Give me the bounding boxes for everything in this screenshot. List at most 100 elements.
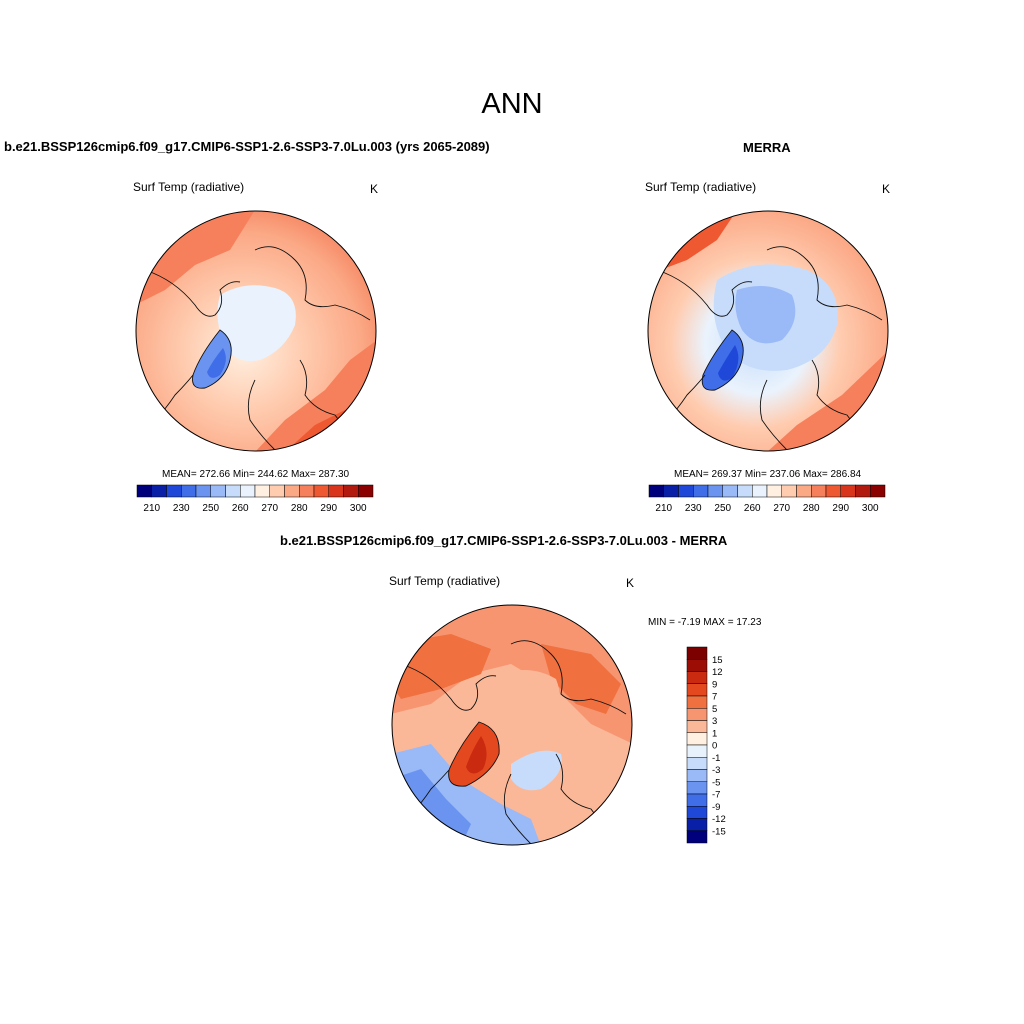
colorbar-swatch <box>737 484 753 498</box>
colorbar-swatch <box>686 720 708 733</box>
colorbar-swatch <box>870 484 886 498</box>
colorbar-swatch <box>722 484 738 498</box>
colorbar-tick-label: 5 <box>712 704 717 715</box>
colorbar-tick-label: 3 <box>712 716 717 727</box>
colorbar-swatch <box>358 484 374 498</box>
colorbar-tick-label: 270 <box>261 503 278 514</box>
colorbar-swatch <box>181 484 197 498</box>
colorbar-tick-label: 250 <box>202 503 219 514</box>
panel-diff-units: K <box>626 576 635 590</box>
colorbar-swatch <box>299 484 315 498</box>
colorbar-tick-label: 290 <box>320 503 337 514</box>
colorbar-swatch <box>240 484 256 498</box>
colorbar-swatch <box>663 484 679 498</box>
colorbar-tick-label: 290 <box>832 503 849 514</box>
panel-model-greenland-core <box>207 348 226 378</box>
colorbar-swatch <box>855 484 871 498</box>
colorbar-swatch <box>686 830 708 844</box>
colorbar-swatch <box>781 484 797 498</box>
colorbar-tick-label: 250 <box>714 503 731 514</box>
colorbar-tick-label: 15 <box>712 655 723 666</box>
colorbar-swatch <box>686 683 708 697</box>
panel-model-map-border <box>135 210 377 452</box>
colorbar-swatch <box>693 484 709 498</box>
colorbar-tick-label: 0 <box>712 741 717 752</box>
colorbar-swatch <box>686 671 708 684</box>
colorbar-swatch <box>686 769 708 782</box>
colorbar-swatch <box>648 484 664 498</box>
colorbar-tick-label: 280 <box>803 503 820 514</box>
panel-diff-arctic <box>493 670 560 737</box>
panel-diff-coastlines <box>400 640 627 845</box>
colorbar-tick-label: 300 <box>862 503 879 514</box>
colorbar-tick-label: -9 <box>712 802 720 813</box>
colorbar-swatch <box>686 659 708 672</box>
colorbar-tick-label: -7 <box>712 790 720 801</box>
colorbar-swatch <box>686 695 708 709</box>
colorbar-tick-label: -1 <box>712 753 720 764</box>
panel-obs-map-border <box>647 210 889 452</box>
colorbar-tick-label: -15 <box>712 826 726 837</box>
panel-model-greenland <box>192 330 232 389</box>
colorbar-tick-label: 260 <box>744 503 761 514</box>
panel-model-variable: Surf Temp (radiative) <box>133 180 245 194</box>
panel-obs-title: MERRA <box>743 140 791 155</box>
colorbar-tick-label: 280 <box>291 503 308 514</box>
panel-obs-colorbar: 210 230 250 260 270 280 290 300 <box>648 484 886 514</box>
colorbar-swatch <box>269 484 285 498</box>
panel-model-stats: MEAN= 272.66 Min= 244.62 Max= 287.30 <box>162 469 350 480</box>
colorbar-swatch <box>284 484 300 498</box>
colorbar-tick-label: 260 <box>232 503 249 514</box>
colorbar-swatch <box>796 484 812 498</box>
colorbar-tick-label: -12 <box>712 814 726 825</box>
panel-diff-greenland-core <box>466 736 487 774</box>
colorbar-swatch <box>151 484 167 498</box>
panel-model-map <box>135 210 377 452</box>
panel-diff-map <box>391 604 633 846</box>
panel-model-arctic-ice <box>217 285 296 361</box>
panel-obs-greenland-core <box>718 345 739 381</box>
colorbar-swatch <box>752 484 768 498</box>
colorbar-tick-label: -5 <box>712 777 720 788</box>
colorbar-swatch <box>136 484 152 498</box>
colorbar-swatch <box>686 708 708 721</box>
colorbar-swatch <box>707 484 723 498</box>
colorbar-swatch <box>686 646 708 660</box>
colorbar-swatch <box>686 744 708 758</box>
colorbar-tick-label: 9 <box>712 679 717 690</box>
colorbar-swatch <box>343 484 359 498</box>
colorbar-swatch <box>328 484 344 498</box>
colorbar-swatch <box>686 757 708 770</box>
colorbar-swatch <box>210 484 226 498</box>
panel-diff-warm-region <box>541 644 621 714</box>
colorbar-swatch <box>313 484 329 498</box>
panel-obs-units: K <box>882 182 891 196</box>
colorbar-tick-label: 7 <box>712 692 717 703</box>
colorbar-tick-label: 210 <box>143 503 160 514</box>
panel-model-title: b.e21.BSSP126cmip6.f09_g17.CMIP6-SSP1-2.… <box>4 139 490 154</box>
panel-obs-arctic-core <box>735 286 796 344</box>
colorbar-swatch <box>686 781 708 795</box>
colorbar-swatch <box>225 484 241 498</box>
colorbar-swatch <box>811 484 827 498</box>
panel-model-colorbar: 210 230 250 260 270 280 290 300 <box>136 484 374 514</box>
colorbar-swatch <box>686 732 708 746</box>
colorbar-tick-label: 270 <box>773 503 790 514</box>
panel-obs-stats: MEAN= 269.37 Min= 237.06 Max= 286.84 <box>674 469 862 480</box>
panel-diff-stats: MIN = -7.19 MAX = 17.23 <box>648 617 762 628</box>
colorbar-tick-label: 300 <box>350 503 367 514</box>
panel-model-units: K <box>370 182 379 196</box>
colorbar-swatch <box>678 484 694 498</box>
panel-obs-variable: Surf Temp (radiative) <box>645 180 757 194</box>
colorbar-tick-label: 1 <box>712 728 717 739</box>
panel-model-coastlines <box>144 246 371 451</box>
colorbar-swatch <box>195 484 211 498</box>
colorbar-tick-label: 210 <box>655 503 672 514</box>
panel-diff-map-border <box>391 604 633 846</box>
panel-diff-variable: Surf Temp (radiative) <box>389 574 501 588</box>
colorbar-tick-label: -3 <box>712 765 720 776</box>
colorbar-tick-label: 230 <box>173 503 190 514</box>
colorbar-tick-label: 230 <box>685 503 702 514</box>
colorbar-swatch <box>254 484 270 498</box>
